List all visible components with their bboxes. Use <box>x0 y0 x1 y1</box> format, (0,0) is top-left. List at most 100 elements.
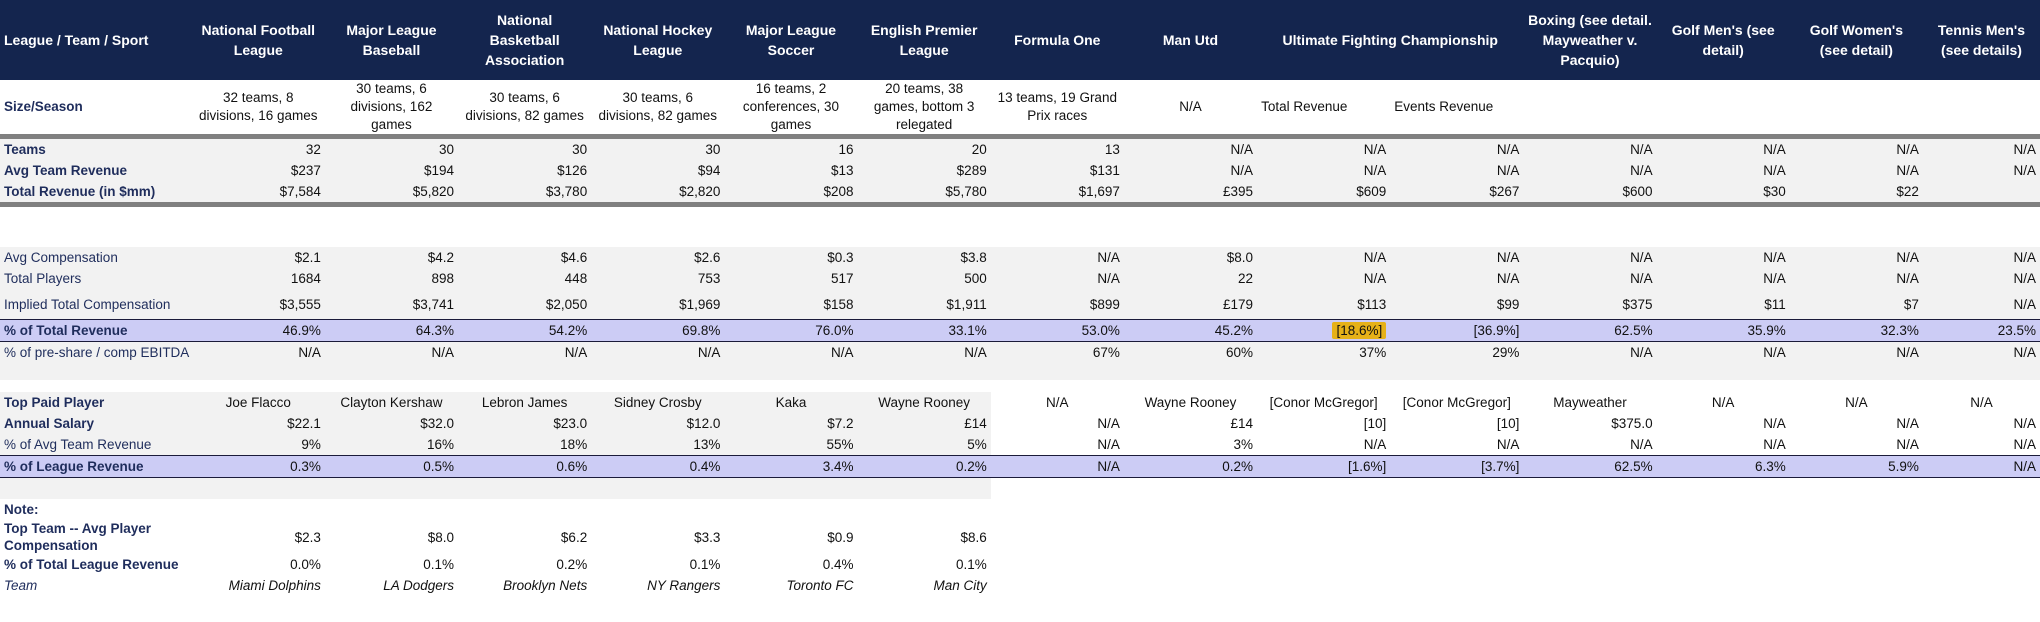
cell <box>1790 499 1923 520</box>
cell <box>858 380 991 392</box>
cell <box>858 499 991 520</box>
cell <box>1124 554 1257 575</box>
cell <box>1124 478 1257 500</box>
cell: N/A <box>1123 80 1258 139</box>
cell <box>1523 554 1656 575</box>
cell: Events Revenue <box>1390 80 1524 139</box>
cell: N/A <box>591 341 725 380</box>
cell: N/A <box>1922 160 2040 181</box>
cell: [Conor McGregor] <box>1269 395 1378 410</box>
cell <box>1390 205 1523 228</box>
cell: N/A <box>1789 160 1923 181</box>
cell <box>1790 380 1923 392</box>
cell: £14 <box>857 413 991 434</box>
cell: 23.5% <box>1922 319 2040 342</box>
header-row: League / Team / Sport National Football L… <box>0 0 2040 80</box>
cell: 35.9% <box>1656 319 1790 342</box>
cell <box>1790 520 1923 554</box>
row-label <box>0 477 192 499</box>
cell: $2.1 <box>191 247 325 268</box>
cell <box>1523 520 1656 554</box>
cell: N/A <box>1789 247 1923 268</box>
cell: N/A <box>1123 160 1258 181</box>
cell: 0.3% <box>191 455 325 478</box>
cell: $11 <box>1656 289 1790 320</box>
cell: 9% <box>191 434 325 456</box>
cell: [10] <box>1363 416 1387 431</box>
cell: 76.0% <box>724 319 858 342</box>
cell: $899 <box>990 289 1124 320</box>
cell: 3.4% <box>724 455 858 478</box>
cell: 29% <box>1390 341 1524 380</box>
cell: 54.2% <box>458 319 592 342</box>
cell: $99 <box>1390 289 1524 320</box>
cell <box>858 205 991 228</box>
cell <box>458 499 591 520</box>
cell <box>1523 227 1656 247</box>
cell: $32.0 <box>324 413 459 434</box>
cell: N/A <box>1257 160 1391 181</box>
cell: [1.6%] <box>1257 455 1391 478</box>
cell: $375 <box>1523 289 1657 320</box>
row-label <box>0 380 192 392</box>
row-label: % of Total League Revenue <box>4 557 179 572</box>
cell: Major League Baseball <box>324 0 459 80</box>
cell <box>1257 227 1390 247</box>
cell <box>458 380 591 392</box>
cell <box>1124 499 1257 520</box>
cell <box>1657 520 1790 554</box>
cell: Formula One <box>990 0 1124 80</box>
cell: Toronto FC <box>786 578 854 593</box>
cell: 1684 <box>191 268 325 289</box>
cell <box>1790 575 1923 596</box>
cell: $0.3 <box>724 247 858 268</box>
cell: 0.1% <box>423 557 455 572</box>
cell: N/A <box>1363 437 1387 452</box>
cell: Lebron James <box>458 392 592 413</box>
row-label: Teams <box>0 136 192 160</box>
cell <box>591 477 725 499</box>
cell: 30 <box>458 136 592 160</box>
cell <box>1923 499 2040 520</box>
top-team-avg-comp-row: Top Team -- Avg Player Compensation $2.3 $… <box>0 520 2040 554</box>
cell: N/A <box>1257 247 1391 268</box>
cell: Wayne Rooney <box>1144 395 1237 410</box>
cell: $2.6 <box>591 247 725 268</box>
cell: 0.2% <box>857 455 991 478</box>
cell <box>1390 575 1523 596</box>
cell: $13 <box>724 160 858 181</box>
cell: $267 <box>1390 181 1524 207</box>
cell: $12.0 <box>591 413 725 434</box>
cell <box>1922 181 2040 207</box>
cell <box>1390 554 1523 575</box>
cell: $22.1 <box>191 413 325 434</box>
cell <box>1257 478 1390 500</box>
cell: 20 teams, 38 games, bottom 3 relegated <box>857 80 991 139</box>
cell <box>324 477 459 499</box>
cell: N/A <box>1922 247 2040 268</box>
cell: $113 <box>1257 289 1391 320</box>
cell: 0.1% <box>689 557 721 572</box>
cell: National Football League <box>191 0 325 80</box>
cell: 5.9% <box>1789 455 1923 478</box>
cell: $7,584 <box>191 181 325 207</box>
cell <box>1257 520 1390 554</box>
cell: N/A <box>1896 416 1919 431</box>
cell: 517 <box>724 268 858 289</box>
cell: $23.0 <box>458 413 592 434</box>
cell: Total Revenue <box>1257 80 1391 139</box>
cell: 0.0% <box>290 557 321 572</box>
cell <box>192 227 325 247</box>
cell: 0.1% <box>955 557 987 572</box>
cell: Tennis Men's (see details) <box>1922 0 2040 80</box>
cell: $2,050 <box>458 289 592 320</box>
cell: $8.0 <box>427 529 455 545</box>
cell: $94 <box>591 160 725 181</box>
pct-league-revenue-row: % of League Revenue 0.3% 0.5% 0.6% 0.4% 3.4% 0… <box>0 455 2040 478</box>
cell <box>591 205 724 228</box>
cell: Golf Women's (see detail) <box>1789 0 1923 80</box>
total-players-row: Total Players 1684 898 448 753 517 500 N/A 22 N/A… <box>0 268 2040 289</box>
cell: 753 <box>591 268 725 289</box>
cell: 6.3% <box>1656 455 1790 478</box>
cell: 32.3% <box>1789 319 1923 342</box>
